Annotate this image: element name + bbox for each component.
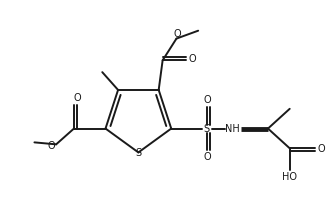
Text: O: O (204, 152, 212, 162)
Text: S: S (204, 123, 210, 133)
Text: NH: NH (225, 123, 240, 133)
Text: S: S (135, 148, 141, 158)
Text: HO: HO (282, 172, 297, 182)
Text: O: O (73, 93, 81, 103)
Text: O: O (204, 95, 212, 105)
Text: O: O (174, 29, 181, 39)
Text: O: O (48, 141, 55, 151)
Text: O: O (189, 54, 196, 64)
Text: O: O (318, 144, 325, 154)
